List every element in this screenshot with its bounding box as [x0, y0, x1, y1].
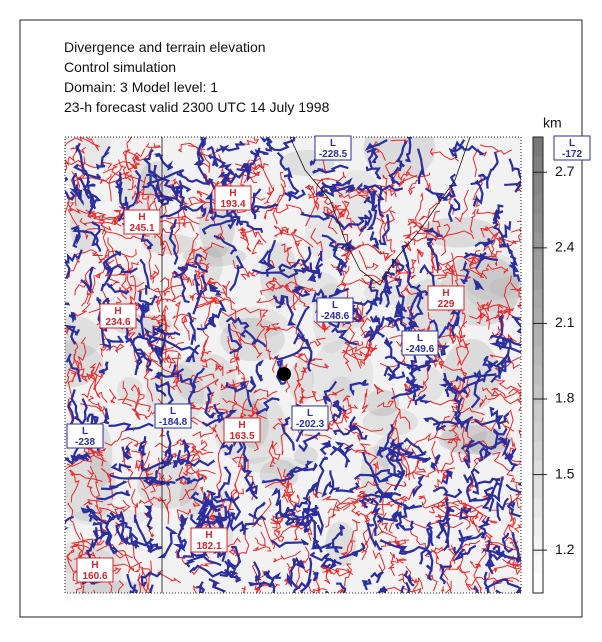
colorbar-band [533, 441, 543, 461]
colorbar-tick-label: 1.5 [555, 465, 575, 481]
colorbar-band [533, 289, 543, 309]
center-value: 229 [438, 299, 455, 310]
colorbar-band [533, 517, 543, 537]
colorbar-unit: km [543, 115, 562, 131]
center-kind: L [82, 426, 88, 437]
colorbar-band [533, 479, 543, 499]
colorbar-band [533, 422, 543, 442]
center-value: -172 [562, 149, 582, 160]
colorbar-band [533, 460, 543, 480]
colorbar-band [533, 194, 543, 214]
colorbar-tick-label: 2.7 [555, 163, 575, 179]
center-value: 163.5 [229, 431, 254, 442]
station-dot [277, 367, 291, 381]
center-kind: H [238, 420, 245, 431]
colorbar-band [533, 403, 543, 423]
title-line: Divergence and terrain elevation [64, 39, 266, 55]
center-kind: H [442, 288, 449, 299]
colorbar-band [533, 213, 543, 233]
figure: Divergence and terrain elevation Control… [0, 0, 602, 637]
title-line: Control simulation [64, 59, 176, 75]
center-value: -202.3 [296, 419, 325, 430]
colorbar-band [533, 365, 543, 385]
center-kind: L [170, 406, 176, 417]
center-value: -228.5 [319, 149, 348, 160]
colorbar-tick-label: 2.4 [555, 239, 575, 255]
center-kind: H [91, 560, 98, 571]
center-value: 234.6 [105, 317, 130, 328]
colorbar-band [533, 555, 543, 575]
map-plot: L-228.5L-172H193.4H245.1H234.6L-248.6H22… [30, 110, 590, 630]
terrain-shade [442, 408, 487, 455]
colorbar-band [533, 251, 543, 271]
center-value: 245.1 [129, 223, 154, 234]
center-kind: H [205, 530, 212, 541]
colorbar-band [533, 270, 543, 290]
colorbar-tick-label: 1.8 [555, 390, 575, 406]
colorbar-band [533, 137, 543, 157]
center-value: 193.4 [220, 199, 245, 210]
colorbar-band [533, 175, 543, 195]
title-line: Domain: 3 Model level: 1 [64, 79, 218, 95]
center-kind: L [417, 333, 423, 344]
center-value: 182.1 [196, 541, 221, 552]
colorbar-band [533, 536, 543, 556]
center-kind: L [307, 408, 313, 419]
center-kind: L [569, 138, 575, 149]
colorbar-band [533, 384, 543, 404]
center-value: -248.6 [321, 311, 350, 322]
center-kind: L [330, 138, 336, 149]
center-kind: L [332, 300, 338, 311]
center-kind: H [229, 188, 236, 199]
colorbar-band [533, 327, 543, 347]
colorbar-tick-label: 2.1 [555, 314, 575, 330]
terrain-shade [312, 340, 374, 410]
center-value: -249.6 [406, 344, 435, 355]
colorbar-band [533, 498, 543, 518]
colorbar-band [533, 308, 543, 328]
center-kind: H [114, 306, 121, 317]
colorbar-band [533, 232, 543, 252]
title-line: 23-h forecast valid 2300 UTC 14 July 199… [64, 99, 330, 115]
center-value: -184.8 [159, 417, 188, 428]
colorbar-band [533, 574, 543, 594]
colorbar-tick-label: 1.2 [555, 541, 575, 557]
colorbar-band [533, 346, 543, 366]
center-value: 160.6 [82, 571, 107, 582]
center-value: -238 [75, 437, 95, 448]
center-kind: H [138, 212, 145, 223]
